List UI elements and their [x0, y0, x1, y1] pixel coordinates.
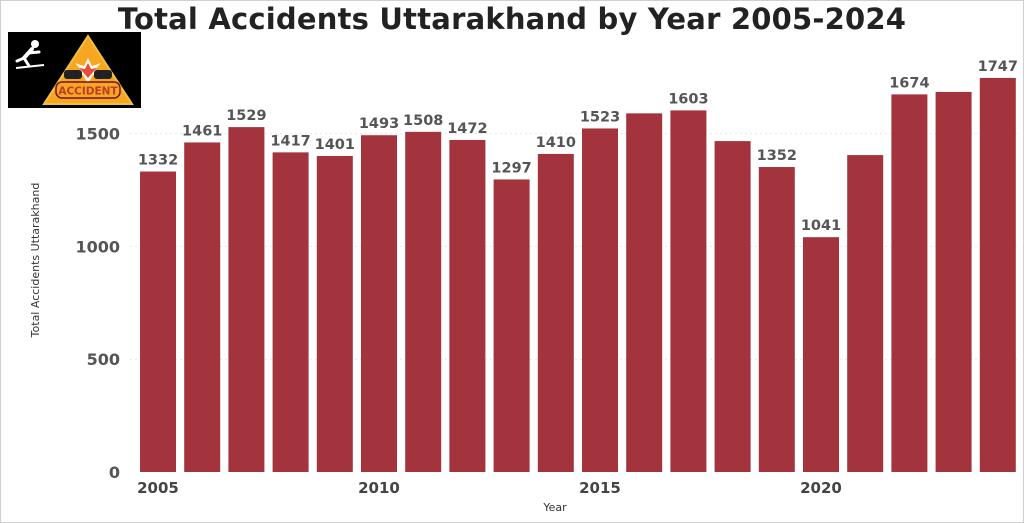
- bar-2011: [405, 131, 442, 472]
- bar-2024: [979, 77, 1016, 473]
- data-label-2007: 1529: [226, 108, 266, 124]
- x-axis-ticks: 2005 2010 2015 2020: [137, 479, 842, 497]
- bars: [140, 77, 1016, 473]
- data-label-2013: 1297: [491, 160, 531, 176]
- bar-2010: [361, 135, 397, 473]
- bar-2014: [537, 153, 574, 473]
- y-axis-ticks: 0 500 1000 1500: [75, 125, 120, 482]
- bar-2012: [449, 139, 486, 473]
- y-tick-label: 500: [87, 350, 120, 369]
- bar-2005: [140, 171, 176, 472]
- data-label-2009: 1401: [315, 137, 355, 153]
- bar-2022: [891, 94, 928, 472]
- data-label-2011: 1508: [403, 113, 443, 129]
- bar-2020: [803, 237, 839, 472]
- data-label-2022: 1674: [889, 75, 929, 91]
- y-tick-label: 1500: [75, 125, 120, 144]
- data-label-2010: 1493: [359, 116, 399, 132]
- data-label-2020: 1041: [801, 218, 841, 234]
- accident-logo: ACCIDENT: [8, 32, 141, 108]
- data-label-2019: 1352: [757, 148, 797, 164]
- bar-2018: [714, 141, 751, 472]
- data-label-2012: 1472: [447, 121, 487, 137]
- bar-2013: [493, 179, 530, 473]
- bar-2007: [228, 127, 265, 472]
- bar-2008: [272, 152, 309, 473]
- bar-2019: [758, 167, 795, 473]
- data-label-2006: 1461: [182, 123, 222, 139]
- y-tick-label: 1000: [75, 237, 120, 256]
- x-tick-label: 2020: [800, 479, 842, 497]
- logo-label: ACCIDENT: [58, 86, 118, 98]
- data-label-2024: 1747: [978, 59, 1018, 75]
- y-axis-label: Total Accidents Uttarakhand: [29, 183, 42, 339]
- x-tick-label: 2015: [579, 479, 621, 497]
- data-label-2005: 1332: [138, 153, 178, 169]
- data-label-2017: 1603: [668, 91, 708, 107]
- x-tick-label: 2010: [358, 479, 400, 497]
- x-tick-label: 2005: [137, 479, 179, 497]
- bar-2016: [626, 113, 663, 472]
- data-label-2008: 1417: [270, 133, 310, 149]
- data-label-2014: 1410: [536, 135, 576, 151]
- accident-warning-icon: ACCIDENT: [15, 34, 134, 105]
- x-axis-label: Year: [542, 501, 567, 514]
- y-tick-label: 0: [109, 463, 120, 482]
- bar-2015: [582, 128, 618, 472]
- data-label-2015: 1523: [580, 109, 620, 125]
- bar-2017: [670, 110, 707, 472]
- bar-2006: [184, 142, 221, 472]
- bar-2023: [935, 91, 972, 473]
- bar-2009: [316, 155, 353, 472]
- chart-title: Total Accidents Uttarakhand by Year 2005…: [117, 2, 907, 36]
- bar-2021: [847, 155, 884, 472]
